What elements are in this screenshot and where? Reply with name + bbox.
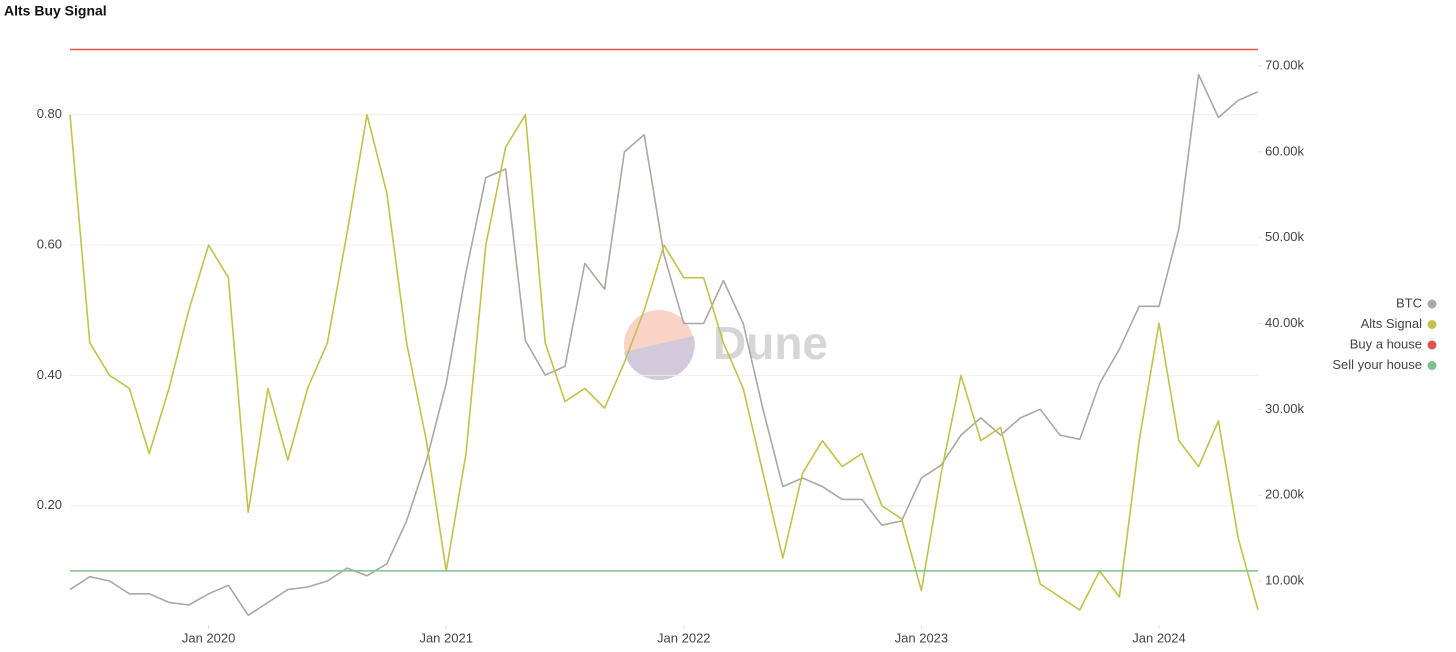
- watermark-text: Dune: [713, 317, 828, 369]
- legend-label: Sell your house: [1332, 357, 1422, 372]
- x-tick-label: Jan 2023: [895, 630, 949, 645]
- series-line: [69, 73, 1259, 617]
- y-tick-label: 0.80: [37, 106, 62, 121]
- y2-tick-label: 50.00k: [1265, 229, 1305, 244]
- y-tick-label: 0.40: [37, 367, 62, 382]
- legend-label: BTC: [1396, 295, 1422, 310]
- x-tick-label: Jan 2020: [182, 630, 236, 645]
- chart-title: Alts Buy Signal: [4, 3, 107, 19]
- watermark-logo-part: [624, 336, 695, 380]
- legend-swatch: [1427, 361, 1437, 370]
- y2-tick-label: 30.00k: [1265, 401, 1305, 416]
- y2-tick-label: 10.00k: [1265, 572, 1305, 587]
- legend-label: Buy a house: [1350, 336, 1422, 351]
- legend-label: Alts Signal: [1361, 316, 1423, 331]
- y-tick-label: 0.60: [37, 237, 62, 252]
- x-tick-label: Jan 2024: [1132, 630, 1186, 645]
- legend-swatch: [1427, 340, 1437, 350]
- y2-tick-label: 20.00k: [1265, 487, 1305, 502]
- legend-swatch: [1427, 299, 1437, 309]
- legend-swatch: [1427, 320, 1437, 329]
- y2-tick-label: 40.00k: [1265, 315, 1305, 330]
- x-tick-label: Jan 2022: [657, 630, 711, 645]
- series-line: [69, 113, 1259, 611]
- x-tick-label: Jan 2021: [419, 630, 473, 645]
- watermark: Dune: [624, 310, 828, 380]
- y2-tick-label: 70.00k: [1265, 57, 1305, 72]
- y-tick-label: 0.20: [37, 497, 62, 512]
- y2-tick-label: 60.00k: [1265, 143, 1305, 158]
